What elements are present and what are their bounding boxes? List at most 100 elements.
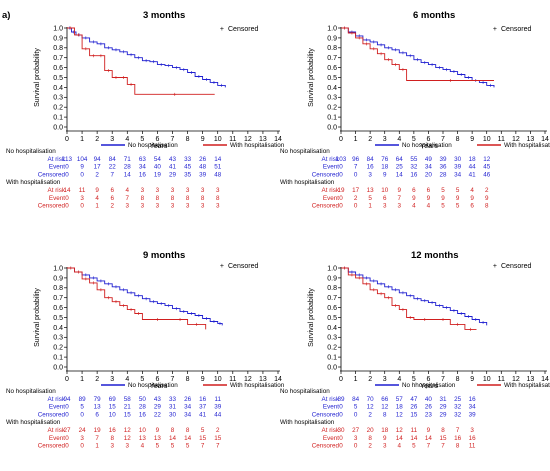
x-tick-label: 3 [383,136,387,143]
x-tick-label: 7 [441,136,445,143]
risk-cell: 16 [109,427,117,434]
risk-row-label: Censored [38,443,66,450]
risk-cell: 8 [383,411,387,418]
risk-cell: 16 [469,435,477,442]
risk-cell: 9 [412,195,416,202]
censor-mark [386,46,390,50]
risk-cell: 5 [456,187,460,194]
censor-mark [372,288,376,292]
risk-cell: 0 [80,171,84,178]
risk-cell: 20 [367,427,375,434]
km-panel-4: 12 months 0.0 0.1 0.2 0.3 0.4 0.5 0.6 0.7 0.8 0.9 1… [280,250,550,450]
risk-header-no-hospitalisation: No hospitalisation [6,148,56,155]
censor-mark [84,36,88,40]
x-tick-label: 10 [214,136,222,143]
risk-cell: 1 [368,203,372,210]
risk-cell: 0 [354,443,358,450]
curve-with-hospitalisation [67,267,207,330]
risk-cell: 45 [184,164,192,171]
x-tick-label: 13 [527,376,535,383]
censor-mark [137,56,141,60]
risk-row-label: Event [49,404,65,411]
censor-mark [99,42,103,46]
risk-cell: 48 [214,171,222,178]
risk-cell: 0 [65,411,69,418]
risk-cell: 9 [383,171,387,178]
risk-row-label: Censored [312,443,340,450]
risk-cell: 12 [367,404,375,411]
chart-title: 6 months [413,10,455,21]
x-tick-label: 12 [244,136,252,143]
risk-cell: 43 [169,156,177,163]
risk-cell: 3 [398,203,402,210]
risk-cell: 18 [396,404,404,411]
risk-cell: 0 [339,411,343,418]
risk-cell: 12 [483,156,491,163]
risk-cell: 15 [410,411,418,418]
risk-cell: 30 [169,411,177,418]
y-tick-label: 0.6 [327,305,337,312]
risk-cell: 3 [186,187,190,194]
risk-cell: 84 [367,156,375,163]
censor-mark [76,33,80,37]
censor-mark [379,52,383,56]
curve-with-hospitalisation [341,267,477,330]
risk-row-label: Event [323,164,339,171]
risk-cell: 4 [470,187,474,194]
risk-cell: 104 [77,156,88,163]
risk-cell: 11 [79,187,86,194]
risk-cell: 9 [456,195,460,202]
censor-mark [173,92,177,96]
censor-mark [84,277,88,281]
censor-mark [401,308,405,312]
risk-cell: 7 [354,164,358,171]
risk-cell: 4 [95,195,99,202]
risk-cell: 2 [110,203,114,210]
x-tick-label: 3 [383,376,387,383]
y-tick-label: 0.1 [327,115,337,122]
y-tick-label: 0.4 [327,325,337,332]
risk-cell: 30 [454,156,462,163]
legend-label-no-hospitalisation: No hospitalisation [402,142,452,149]
censor-mark [167,304,171,308]
risk-cell: 5 [80,404,84,411]
risk-row-label: Censored [312,171,340,178]
risk-cell: 8 [171,427,175,434]
risk-cell: 70 [367,396,375,403]
risk-cell: 32 [454,404,462,411]
risk-cell: 94 [63,396,71,403]
risk-cell: 44 [469,164,477,171]
risk-cell: 25 [454,396,462,403]
risk-cell: 41 [469,171,477,178]
legend-label-with-hospitalisation: With hospitalisation [504,382,550,389]
y-tick-label: 0.0 [327,124,337,131]
chart-title: 12 months [411,250,459,261]
x-tick-label: 3 [110,136,114,143]
risk-cell: 79 [94,396,102,403]
y-tick-label: 0.1 [327,355,337,362]
y-tick-label: 0.0 [53,124,63,131]
y-tick-label: 1.0 [53,25,63,32]
risk-cell: 8 [171,195,175,202]
risk-cell: 2 [354,195,358,202]
censor-mark [106,282,110,286]
risk-cell: 44 [214,411,222,418]
risk-cell: 41 [199,411,207,418]
legend-label-no-hospitalisation: No hospitalisation [128,142,178,149]
risk-cell: 9 [427,427,431,434]
risk-cell: 17 [94,164,102,171]
risk-cell: 51 [214,164,222,171]
risk-cell: 55 [410,156,418,163]
x-tick-label: 11 [498,136,505,143]
censor-mark [114,48,118,52]
risk-cell: 3 [216,203,220,210]
censor-mark [423,61,427,65]
risk-cell: 84 [109,156,117,163]
x-tick-label: 1 [354,136,358,143]
x-tick-label: 6 [155,136,159,143]
x-tick-label: 12 [244,376,252,383]
curve-no-hospitalisation [341,27,495,88]
panel-label: a) [2,10,10,21]
censor-mark [99,288,103,292]
risk-cell: 2 [368,443,372,450]
